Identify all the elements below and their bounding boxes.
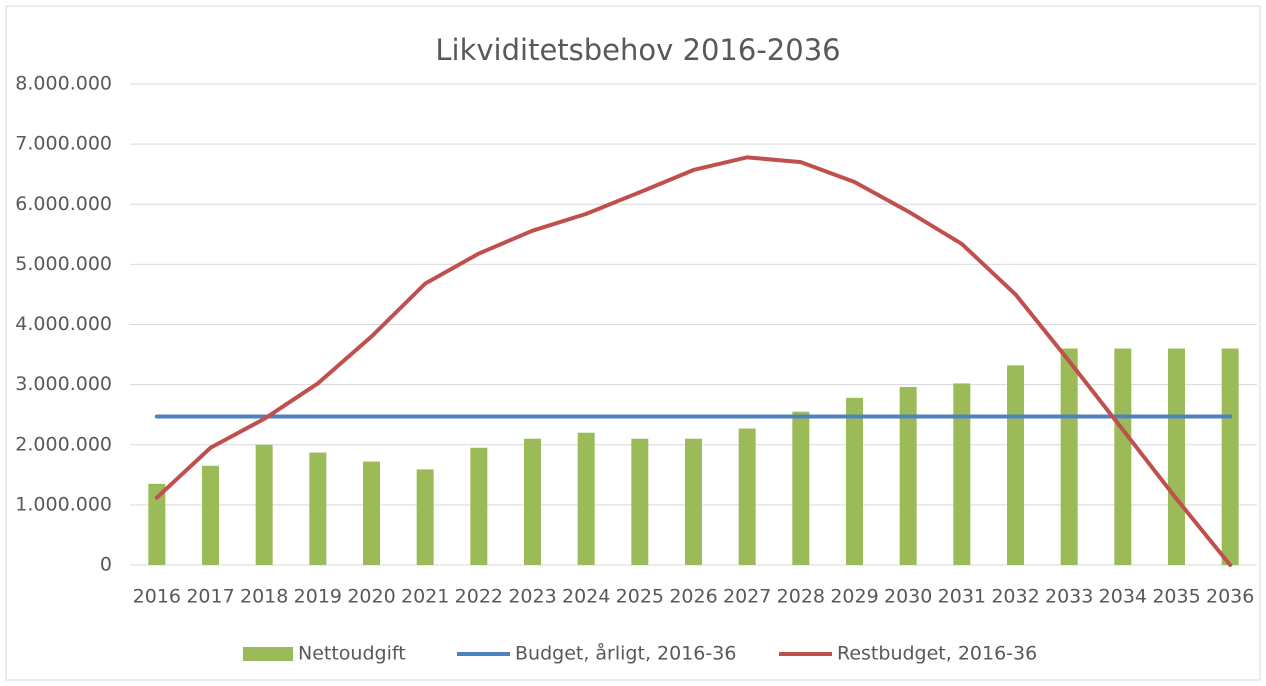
chart-title: Likviditetsbehov 2016-2036 xyxy=(435,33,840,67)
bar xyxy=(631,438,649,565)
x-tick-label: 2024 xyxy=(562,586,610,608)
x-tick-label: 2036 xyxy=(1206,586,1254,608)
legend-label: Nettoudgift xyxy=(298,643,406,665)
y-tick-label: 4.000.000 xyxy=(15,313,112,335)
x-tick-label: 2028 xyxy=(777,586,825,608)
bar xyxy=(1114,348,1132,565)
x-tick-label: 2020 xyxy=(347,586,395,608)
bar xyxy=(202,465,219,565)
chart-frame xyxy=(5,5,1261,681)
bar xyxy=(255,444,273,565)
bar xyxy=(309,452,327,565)
bar xyxy=(470,447,488,565)
legend-swatch xyxy=(243,647,293,661)
y-tick-label: 1.000.000 xyxy=(15,493,112,515)
bar xyxy=(685,438,702,565)
x-tick-label: 2031 xyxy=(938,586,986,608)
legend-label: Budget, årligt, 2016-36 xyxy=(515,642,736,665)
bar xyxy=(899,387,917,565)
y-tick-label: 8.000.000 xyxy=(15,73,112,95)
x-tick-label: 2023 xyxy=(508,586,556,608)
x-tick-label: 2029 xyxy=(830,586,878,608)
y-tick-label: 7.000.000 xyxy=(15,133,112,155)
bar xyxy=(363,461,380,565)
y-tick-label: 2.000.000 xyxy=(15,433,112,455)
bar xyxy=(846,397,863,565)
line-series xyxy=(154,155,1233,567)
x-tick-label: 2026 xyxy=(669,586,717,608)
bar xyxy=(1060,348,1078,565)
legend-label: Restbudget, 2016-36 xyxy=(837,643,1037,665)
bar xyxy=(1007,365,1024,565)
bar xyxy=(953,383,971,565)
y-tick-label: 5.000.000 xyxy=(15,253,112,275)
bar xyxy=(792,411,810,565)
bar xyxy=(148,483,166,565)
x-tick-label: 2018 xyxy=(240,586,288,608)
bar xyxy=(577,432,595,565)
bar xyxy=(524,438,541,565)
y-tick-label: 6.000.000 xyxy=(15,193,112,215)
bar xyxy=(1168,348,1185,565)
y-tick-label: 3.000.000 xyxy=(15,373,112,395)
bar xyxy=(738,428,756,565)
x-tick-label: 2016 xyxy=(133,586,181,608)
x-tick-label: 2022 xyxy=(455,586,503,608)
x-tick-label: 2021 xyxy=(401,586,449,608)
bar xyxy=(1221,348,1239,565)
x-tick-label: 2025 xyxy=(616,586,664,608)
x-tick-label: 2033 xyxy=(1045,586,1093,608)
x-tick-label: 2027 xyxy=(723,586,771,608)
x-tick-label: 2030 xyxy=(884,586,932,608)
bar xyxy=(416,469,434,565)
x-tick-label: 2032 xyxy=(991,586,1039,608)
x-tick-label: 2035 xyxy=(1152,586,1200,608)
x-tick-label: 2017 xyxy=(186,586,234,608)
y-tick-label: 0 xyxy=(100,554,112,576)
x-tick-label: 2034 xyxy=(1099,586,1147,608)
x-tick-label: 2019 xyxy=(294,586,342,608)
